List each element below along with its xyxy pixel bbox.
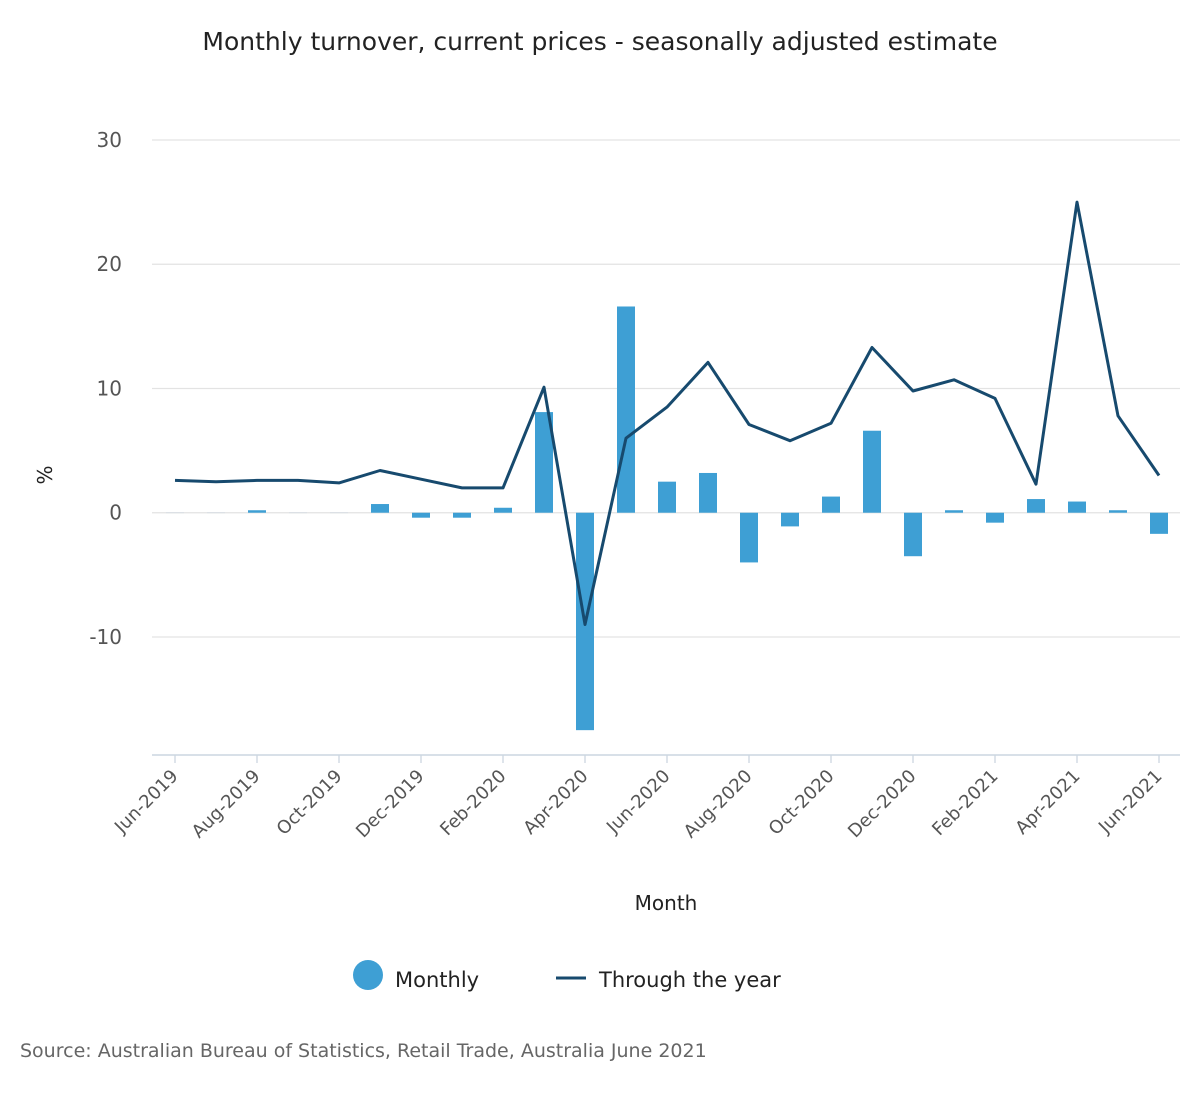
x-tick-label: Jun-2020: [602, 766, 674, 838]
y-tick-label: 20: [97, 252, 122, 276]
x-tick-label: Aug-2019: [188, 766, 265, 843]
bar-monthly-Jul-2020[interactable]: [699, 472, 717, 513]
bar-monthly-Aug-2019[interactable]: [248, 510, 266, 513]
bar-monthly-Aug-2020[interactable]: [740, 512, 758, 563]
bar-monthly-Dec-2019[interactable]: [412, 512, 430, 518]
legend-monthly-marker[interactable]: [353, 960, 383, 990]
y-tick-label: 0: [109, 501, 122, 525]
x-axis-title: Month: [635, 891, 698, 915]
bar-monthly-Oct-2020[interactable]: [822, 496, 840, 513]
x-tick-label: Jun-2021: [1094, 766, 1166, 838]
legend-monthly-label[interactable]: Monthly: [395, 968, 479, 992]
bar-monthly-Oct-2019[interactable]: [330, 512, 348, 514]
bar-monthly-May-2021[interactable]: [1109, 510, 1127, 513]
line-through-the-year[interactable]: [174, 200, 1161, 626]
bar-monthly-Jun-2019[interactable]: [166, 512, 184, 514]
x-tick-label: Apr-2020: [519, 766, 592, 839]
x-axis-ticks: Jun-2019 Aug-2019 Oct-2019 Dec-2019 Feb-2020…: [110, 755, 1167, 843]
bar-monthly-Jan-2020[interactable]: [453, 512, 471, 518]
y-axis-title: %: [33, 465, 57, 484]
x-tick-label: Feb-2020: [436, 766, 510, 840]
x-tick-label: Dec-2020: [844, 766, 920, 842]
bar-monthly-Sep-2019[interactable]: [289, 512, 307, 514]
line-series-through-the-year: [174, 200, 1161, 626]
legend: Monthly Through the year: [353, 960, 781, 992]
bar-monthly-Jun-2020[interactable]: [658, 481, 676, 513]
legend-through-label[interactable]: Through the year: [598, 968, 781, 992]
gridlines: [152, 139, 1180, 638]
x-tick-label: Oct-2020: [765, 766, 839, 840]
y-tick-label: 10: [97, 376, 122, 400]
x-tick-label: Jun-2019: [110, 766, 182, 838]
bar-monthly-Dec-2020[interactable]: [904, 512, 922, 557]
y-tick-label: 30: [97, 128, 122, 152]
bar-monthly-Nov-2019[interactable]: [371, 504, 389, 513]
y-axis-ticks: 30 20 10 0 -10: [89, 128, 122, 649]
bar-monthly-Feb-2020[interactable]: [494, 507, 512, 513]
bar-monthly-Feb-2021[interactable]: [986, 512, 1004, 523]
bar-monthly-Jan-2021[interactable]: [945, 510, 963, 513]
bar-monthly-May-2020[interactable]: [617, 306, 635, 513]
bar-monthly-Mar-2020[interactable]: [535, 412, 553, 513]
chart-title: Monthly turnover, current prices - seaso…: [202, 27, 998, 56]
x-tick-label: Feb-2021: [928, 766, 1002, 840]
bar-monthly-Nov-2020[interactable]: [863, 430, 881, 513]
x-tick-label: Dec-2019: [352, 766, 428, 842]
bar-monthly-Jun-2021[interactable]: [1150, 512, 1168, 534]
y-tick-label: -10: [89, 625, 122, 649]
source-note: Source: Australian Bureau of Statistics,…: [20, 1040, 707, 1062]
x-tick-label: Aug-2020: [680, 766, 757, 843]
x-tick-label: Apr-2021: [1011, 766, 1084, 839]
bar-monthly-Sep-2020[interactable]: [781, 512, 799, 527]
bar-series-monthly: [166, 306, 1168, 731]
x-tick-label: Oct-2019: [273, 766, 347, 840]
bar-monthly-Mar-2021[interactable]: [1027, 499, 1045, 513]
bar-monthly-Jul-2019[interactable]: [207, 512, 225, 514]
bar-monthly-Apr-2021[interactable]: [1068, 501, 1086, 513]
